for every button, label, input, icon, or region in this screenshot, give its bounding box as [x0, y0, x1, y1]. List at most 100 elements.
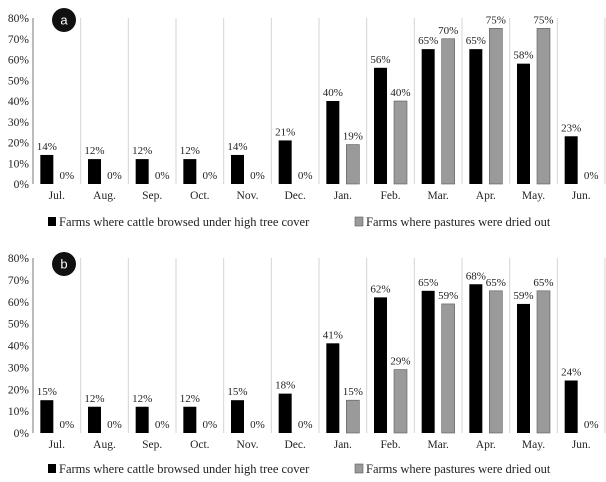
data-label: 0% [584, 419, 599, 431]
y-tick-label: 50% [8, 319, 30, 331]
bar-series-1 [231, 400, 244, 433]
x-tick-label: Nov. [237, 439, 259, 451]
bar-series-1 [135, 406, 149, 433]
bar-series-1 [421, 49, 435, 184]
legend-label-series-2: Farms where pastures were dried out [366, 462, 551, 476]
y-tick-label: 30% [8, 362, 30, 374]
data-label: 0% [202, 419, 217, 431]
y-tick-label: 20% [8, 138, 30, 150]
x-tick-label: Jul. [49, 190, 65, 202]
legend-swatch-series-2 [354, 463, 364, 474]
bar-series-2 [346, 144, 360, 185]
bar-series-1 [326, 101, 340, 184]
data-label: 14% [227, 141, 247, 153]
data-label: 65% [533, 277, 553, 289]
y-tick-label: 0% [14, 428, 30, 440]
data-label: 23% [561, 122, 581, 134]
bar-series-2 [489, 28, 503, 185]
bar-series-1 [517, 63, 530, 184]
y-tick-label: 40% [8, 96, 30, 108]
x-tick-label: Dec. [284, 439, 306, 451]
data-label: 65% [486, 277, 506, 289]
bar-series-1 [421, 290, 435, 433]
y-tick-label: 10% [8, 158, 30, 170]
chart-panel-a: 0% 10% 20% 30% 40% 50% 60% 70% 80% 14% 0% Jul. 12% 0%… [8, 8, 606, 229]
x-tick-label: Apr. [476, 439, 496, 451]
panel-badge [52, 252, 76, 276]
x-tick-label: Oct. [190, 190, 210, 202]
bar-series-2 [346, 399, 360, 434]
data-label: 12% [132, 145, 152, 157]
y-tick-label: 70% [8, 275, 30, 287]
data-label: 15% [343, 386, 363, 398]
bar-series-2 [489, 290, 503, 434]
y-tick-label: 30% [8, 117, 30, 129]
bar-series-1 [88, 159, 101, 184]
bar-series-1 [183, 406, 197, 433]
data-label: 0% [298, 170, 313, 182]
bar-series-1 [326, 343, 340, 433]
y-tick-label: 10% [8, 406, 30, 418]
data-label: 0% [59, 170, 74, 182]
data-label: 29% [390, 356, 410, 368]
legend-swatch-series-1 [48, 217, 56, 226]
data-label: 58% [513, 50, 533, 62]
panel-badge [52, 8, 76, 32]
x-tick-label: Jan. [334, 439, 352, 451]
x-tick-label: Jun. [572, 439, 591, 451]
data-label: 40% [323, 87, 343, 99]
data-label: 12% [84, 145, 104, 157]
x-tick-label: May. [522, 439, 545, 451]
y-tick-label: 40% [8, 341, 30, 353]
data-label: 59% [438, 290, 458, 302]
bar-series-1 [564, 380, 578, 433]
data-label: 0% [202, 170, 217, 182]
data-label: 75% [533, 14, 553, 26]
data-label: 18% [275, 380, 295, 392]
data-label: 75% [486, 14, 506, 26]
data-label: 0% [155, 419, 170, 431]
bar-series-1 [278, 140, 292, 184]
y-tick-label: 60% [8, 297, 30, 309]
chart-panel-b: 0% 10% 20% 30% 40% 50% 60% 70% 80% 15% 0% Jul. 12% 0%… [8, 252, 606, 476]
data-label: 0% [584, 170, 599, 182]
bar-series-1 [88, 406, 101, 433]
bar-series-2 [441, 303, 455, 434]
y-tick-label: 0% [14, 179, 30, 191]
data-label: 24% [561, 367, 581, 379]
legend-swatch-series-2 [354, 216, 364, 227]
data-label: 0% [250, 419, 265, 431]
legend-swatch-series-1 [48, 464, 56, 473]
data-label: 12% [84, 393, 104, 405]
bar-series-1 [40, 400, 54, 433]
data-label: 65% [466, 35, 486, 47]
data-label: 65% [418, 277, 438, 289]
x-tick-label: Sep. [142, 439, 162, 451]
bar-series-1 [40, 154, 54, 184]
x-tick-label: Dec. [284, 190, 306, 202]
y-tick-label: 50% [8, 75, 30, 87]
data-label: 0% [298, 419, 313, 431]
x-tick-label: Jul. [49, 439, 65, 451]
data-label: 41% [323, 329, 343, 341]
x-tick-label: Nov. [237, 190, 259, 202]
data-label: 15% [227, 386, 247, 398]
data-label: 0% [107, 170, 122, 182]
legend-label-series-2: Farms where pastures were dried out [366, 215, 551, 229]
data-label: 0% [107, 419, 122, 431]
data-label: 21% [275, 126, 295, 138]
bar-series-1 [374, 297, 387, 433]
y-tick-label: 80% [8, 13, 30, 25]
x-tick-label: Oct. [190, 439, 210, 451]
bar-series-2 [393, 369, 408, 434]
bar-series-1 [517, 303, 530, 433]
data-label: 0% [59, 419, 74, 431]
data-label: 70% [438, 25, 458, 37]
bar-series-1 [183, 159, 197, 184]
data-label: 59% [513, 290, 533, 302]
data-label: 12% [180, 145, 200, 157]
data-label: 12% [180, 393, 200, 405]
y-tick-label: 60% [8, 55, 30, 67]
